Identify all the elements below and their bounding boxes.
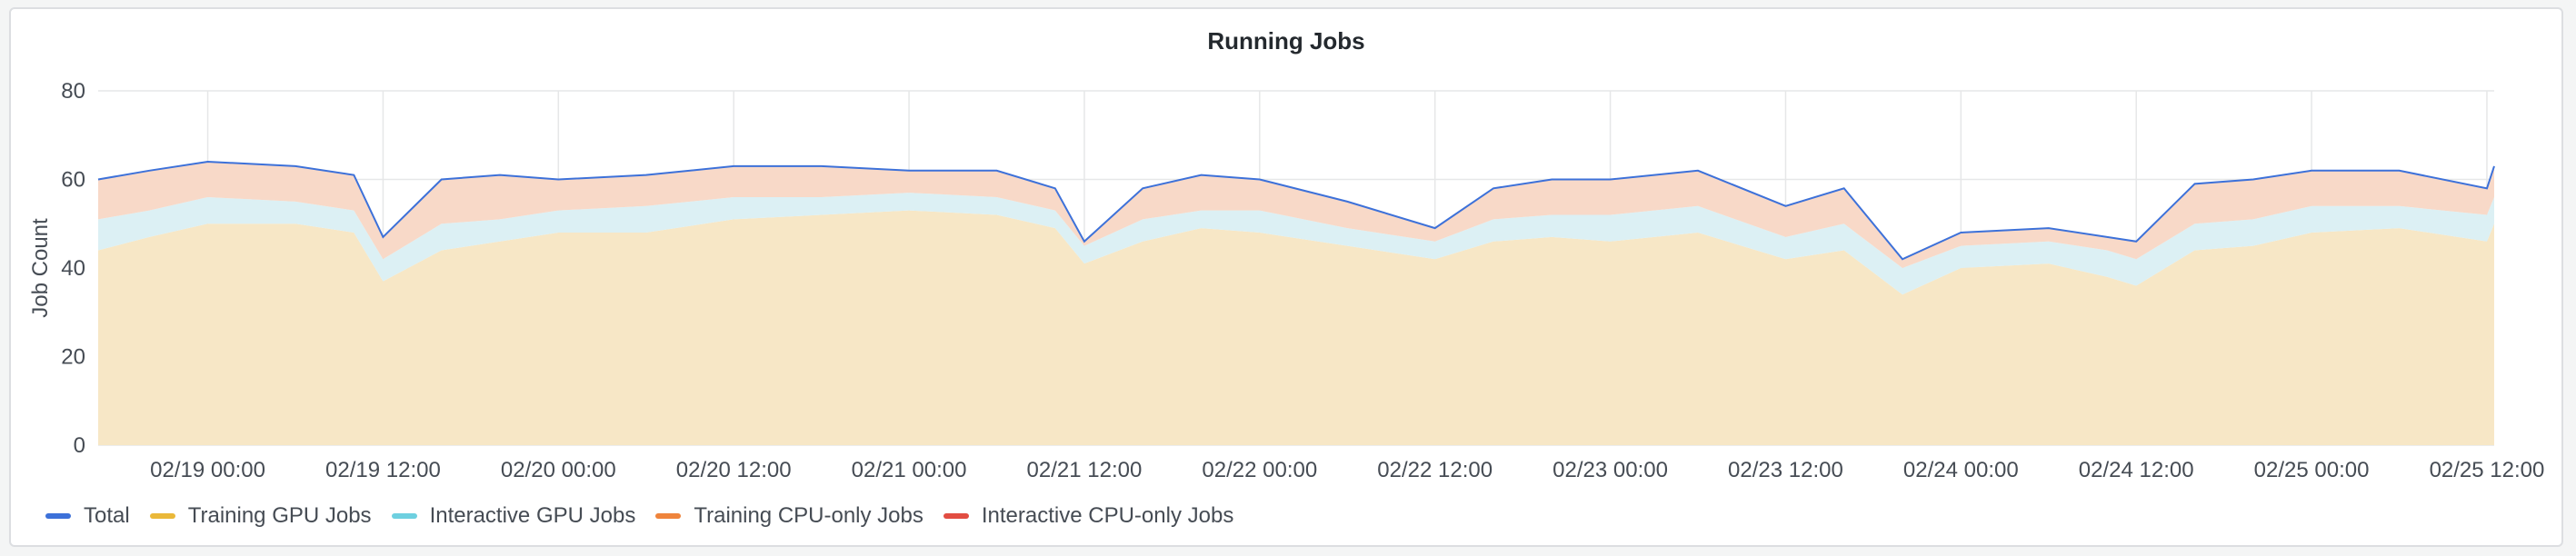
legend-label: Training CPU-only Jobs	[694, 503, 924, 528]
legend-label: Total	[84, 503, 130, 528]
x-tick-label: 02/21 00:00	[852, 458, 967, 482]
x-tick-label: 02/19 12:00	[325, 458, 441, 482]
legend-swatch	[943, 513, 969, 519]
legend-swatch	[45, 513, 71, 519]
legend-label: Interactive GPU Jobs	[429, 503, 636, 528]
legend-item[interactable]: Training CPU-only Jobs	[655, 503, 924, 529]
y-tick-label: 80	[61, 79, 85, 104]
x-tick-label: 02/25 00:00	[2254, 458, 2370, 482]
legend-label: Training GPU Jobs	[187, 503, 372, 528]
x-tick-label: 02/23 12:00	[1728, 458, 1843, 482]
x-tick-label: 02/21 12:00	[1027, 458, 1143, 482]
x-tick-label: 02/19 00:00	[150, 458, 265, 482]
x-tick-label: 02/20 12:00	[676, 458, 792, 482]
x-tick-label: 02/24 00:00	[1903, 458, 2019, 482]
legend-swatch	[149, 513, 175, 519]
legend-item[interactable]: Total	[45, 503, 130, 529]
legend-label: Interactive CPU-only Jobs	[981, 503, 1234, 528]
series-area-training-gpu-jobs	[98, 210, 2494, 445]
x-tick-label: 02/25 12:00	[2430, 458, 2545, 482]
y-tick-label: 20	[61, 345, 85, 370]
y-tick-label: 40	[61, 256, 85, 281]
chart-legend: Total Training GPU Jobs Interactive GPU Jo…	[45, 503, 1233, 529]
x-tick-label: 02/24 12:00	[2079, 458, 2194, 482]
series-area-training-cpu-only-jobs	[98, 162, 2494, 268]
legend-swatch	[655, 513, 682, 519]
x-tick-label: 02/20 00:00	[501, 458, 616, 482]
x-tick-label: 02/22 12:00	[1377, 458, 1493, 482]
y-tick-label: 0	[74, 433, 85, 458]
legend-item[interactable]: Interactive GPU Jobs	[391, 503, 636, 529]
legend-item[interactable]: Interactive CPU-only Jobs	[943, 503, 1234, 529]
x-tick-label: 02/23 00:00	[1553, 458, 1668, 482]
chart-title: Running Jobs	[1207, 27, 1365, 55]
legend-item[interactable]: Training GPU Jobs	[149, 503, 372, 529]
series-area-interactive-gpu-jobs	[98, 193, 2494, 295]
y-axis-label: Job Count	[28, 218, 53, 318]
legend-swatch	[391, 513, 417, 519]
x-tick-label: 02/22 00:00	[1202, 458, 1317, 482]
y-tick-label: 60	[61, 168, 85, 193]
series-line-total	[97, 160, 2495, 261]
